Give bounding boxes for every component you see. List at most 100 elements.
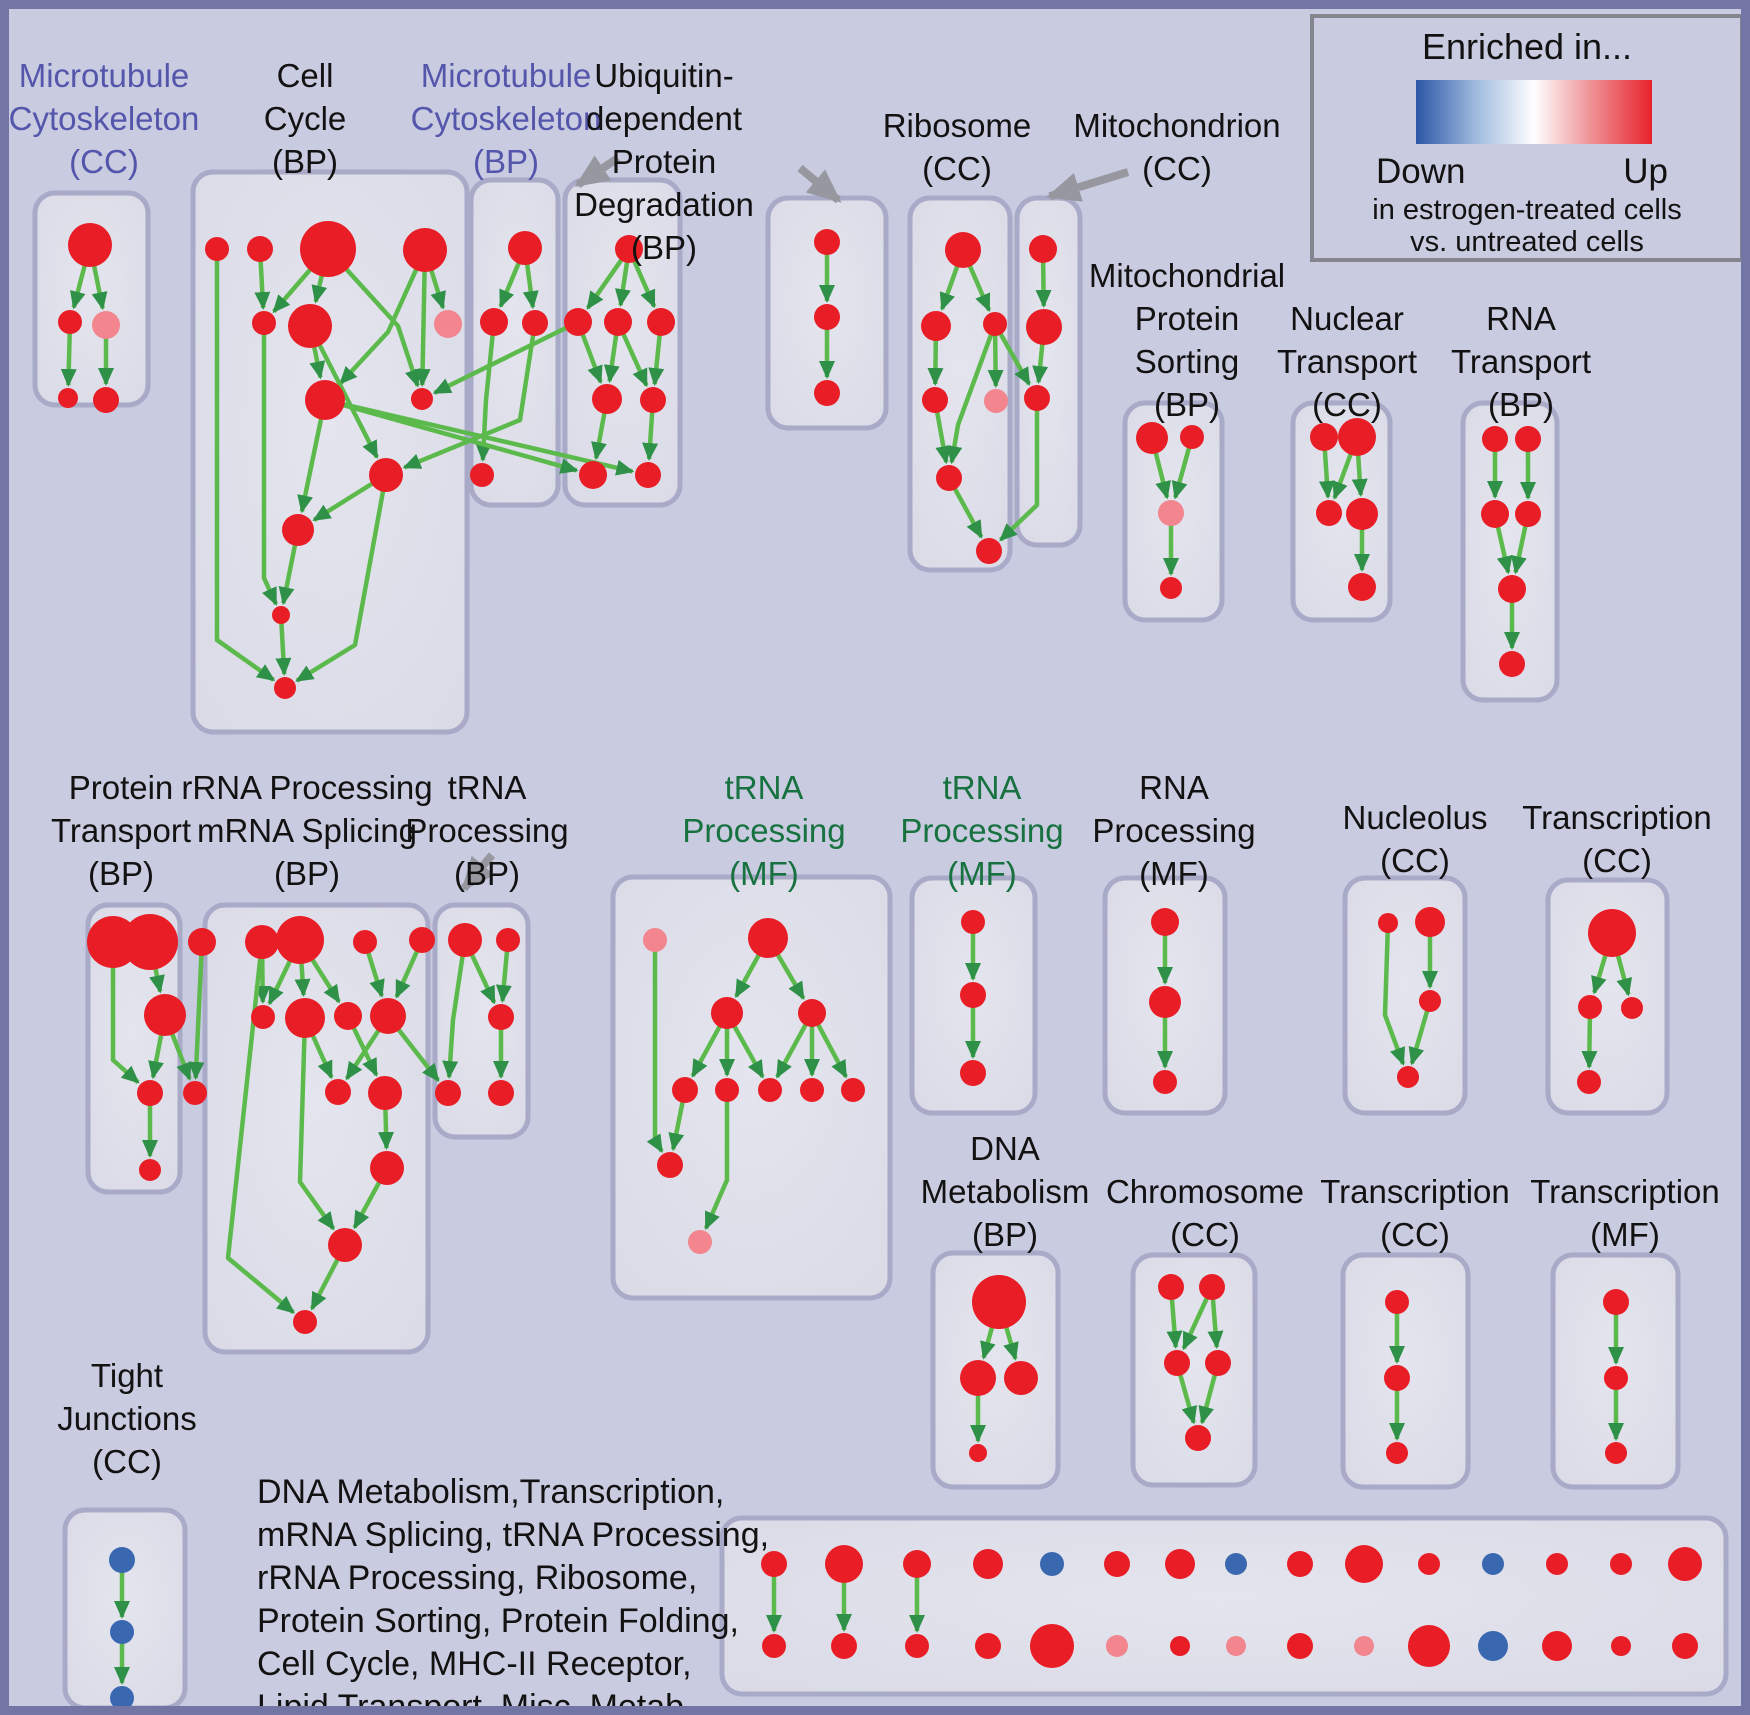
rrna_mrna-node-9-red — [325, 1079, 351, 1105]
nuclear_transport-node-1-red — [1338, 418, 1376, 456]
label-nuclear-transport: Nuclear Transport (CC) — [1277, 300, 1417, 423]
misc_bottom-node-21-red — [1170, 1636, 1190, 1656]
label-pointer-arrow-3 — [460, 852, 496, 892]
trna_bp-node-2-red — [488, 1004, 514, 1030]
microtubule_bp-node-2-red — [522, 310, 548, 336]
ubiquitin_bp2-node-2-red — [814, 380, 840, 406]
nucleolus-box — [1342, 875, 1468, 1116]
rna_transport-node-0-red — [1482, 426, 1508, 452]
legend-caption-line2: vs. untreated cells — [1410, 226, 1644, 258]
protein_transport-edge-0-3 — [110, 942, 140, 1085]
transcription_cc_mid-node-0-red — [1588, 909, 1636, 957]
misc-category-list: DNA Metabolism,Transcription, mRNA Splic… — [257, 1473, 770, 1715]
label-nucleolus: Nucleolus (CC) — [1342, 799, 1488, 879]
misc_bottom-node-2-red — [903, 1550, 931, 1578]
misc_bottom-node-3-red — [973, 1549, 1003, 1579]
ubiquitin_bp-node-2-red — [604, 308, 632, 336]
chromosome-node-2-red — [1164, 1350, 1190, 1376]
rrna_mrna-node-5-red — [251, 1005, 275, 1029]
misc_bottom-node-5-red — [1104, 1551, 1130, 1577]
cross-edge-mitochondrion_cc-to-ribosome_cc-6 — [998, 398, 1040, 542]
label-transcription-cc-mid: Transcription (CC) — [1522, 799, 1712, 879]
dna_metabolism-box — [930, 1250, 1061, 1490]
label-cell-cycle: Cell Cycle (BP) — [263, 57, 347, 180]
misc_bottom-node-19-red — [1030, 1624, 1074, 1668]
label-mito-sorting: Mitochondrial Protein Sorting (BP) — [1088, 257, 1286, 423]
cell_cycle-node-0-red — [205, 237, 229, 261]
trna_mf_small-node-1-red — [960, 982, 986, 1008]
trna_mf_big-node-10-pink — [688, 1230, 712, 1254]
misc_bottom-node-23-red — [1287, 1633, 1313, 1659]
nuclear_transport-node-2-red — [1316, 500, 1342, 526]
label-rna-transport: RNA Transport (BP) — [1451, 300, 1591, 423]
trna_bp-node-3-red — [435, 1080, 461, 1106]
label-trna-mf-big: tRNA Processing (MF) — [682, 769, 846, 892]
trna_mf_big-node-9-red — [657, 1152, 683, 1178]
nuclear_transport-node-0-red — [1310, 423, 1338, 451]
rna_transport-node-3-red — [1515, 501, 1541, 527]
microtubule_bp-node-1-red — [480, 308, 508, 336]
transcription_cc_bottom-node-2-red — [1386, 1442, 1408, 1464]
label-pointer-arrow-2 — [1045, 168, 1130, 202]
trna_mf_big-node-3-red — [798, 999, 826, 1027]
rrna_mrna-node-13-red — [293, 1310, 317, 1334]
label-transcription-mf: Transcription (MF) — [1530, 1173, 1720, 1253]
trna_mf_big-edge-5-10 — [703, 1090, 730, 1231]
rna_transport-node-5-red — [1499, 651, 1525, 677]
cell_cycle-edge-11-12 — [275, 614, 292, 677]
legend-down-label: Down — [1376, 152, 1466, 191]
mito_sorting-node-3-red — [1160, 577, 1182, 599]
mitochondrion_cc-node-0-red — [1029, 235, 1057, 263]
misc_bottom-node-13-red — [1610, 1553, 1632, 1575]
rna_transport-node-2-red — [1481, 500, 1509, 528]
transcription_cc_bottom-node-1-red — [1384, 1365, 1410, 1391]
cell_cycle-node-3-red — [403, 228, 447, 272]
nuclear_transport-node-4-red — [1348, 573, 1376, 601]
dna_metabolism-node-2-red — [1004, 1361, 1038, 1395]
tight_junctions-box — [62, 1507, 188, 1706]
cell_cycle-node-5-red — [288, 304, 332, 348]
cell_cycle-node-6-pink — [434, 310, 462, 338]
ribosome_cc-node-0-red — [945, 232, 981, 268]
rrna_mrna-node-10-red — [368, 1076, 402, 1110]
cell_cycle-node-12-red — [274, 677, 296, 699]
cross-edge-microtubule_bp-to-cell_cycle-3 — [402, 322, 538, 470]
legend-caption-line1: in estrogen-treated cells — [1372, 194, 1682, 226]
dna_metabolism-node-1-red — [960, 1360, 996, 1396]
trna_mf_big-node-1-red — [748, 918, 788, 958]
cell_cycle-edge-5-9 — [307, 324, 379, 459]
ubiquitin_bp-node-5-red — [640, 387, 666, 413]
misc_bottom-node-14-red — [1668, 1547, 1702, 1581]
ubiquitin_bp-node-3-red — [647, 308, 675, 336]
nucleolus-edge-0-3 — [1382, 922, 1406, 1066]
microtubule_cc-box — [32, 190, 151, 408]
ubiquitin_bp-node-1-red — [564, 308, 592, 336]
label-mitochondrion-cc: Mitochondrion (CC) — [1073, 107, 1281, 187]
misc_bottom-node-16-red — [831, 1633, 857, 1659]
ubiquitin_bp-node-7-red — [635, 462, 661, 488]
rna_transport-node-1-red — [1515, 426, 1541, 452]
cell_cycle-edge-3-7 — [338, 249, 428, 385]
microtubule_cc-node-2-pink — [92, 311, 120, 339]
trna_mf_small-node-2-red — [960, 1060, 986, 1086]
trna_mf_big-edge-0-9 — [646, 940, 664, 1153]
rna_processing_mf-node-2-red — [1153, 1070, 1177, 1094]
label-ubiquitin-bp: Ubiquitin- dependent Protein Degradation… — [574, 57, 754, 266]
trna_bp-node-0-red — [448, 923, 482, 957]
trna_mf_small-node-0-red — [961, 910, 985, 934]
label-rrna-mrna: rRNA Processing mRNA Splicing (BP) — [181, 769, 433, 892]
microtubule_bp-box — [468, 177, 561, 508]
protein_transport-node-3-red — [137, 1080, 163, 1106]
rrna_mrna-edge-1-13 — [225, 941, 296, 1315]
cell_cycle-node-9-red — [369, 458, 403, 492]
transcription_cc_mid-box — [1545, 877, 1670, 1116]
misc_bottom-node-22-pink — [1226, 1636, 1246, 1656]
cell_cycle-node-1-red — [247, 236, 273, 262]
misc_bottom-node-18-red — [975, 1633, 1001, 1659]
transcription_cc_bottom-node-0-red — [1385, 1290, 1409, 1314]
ubiquitin_bp-node-0-red — [615, 235, 643, 263]
cell_cycle-node-10-red — [282, 514, 314, 546]
cell_cycle-edge-4-11 — [261, 323, 279, 606]
transcription_cc_mid-node-1-red — [1578, 995, 1602, 1019]
